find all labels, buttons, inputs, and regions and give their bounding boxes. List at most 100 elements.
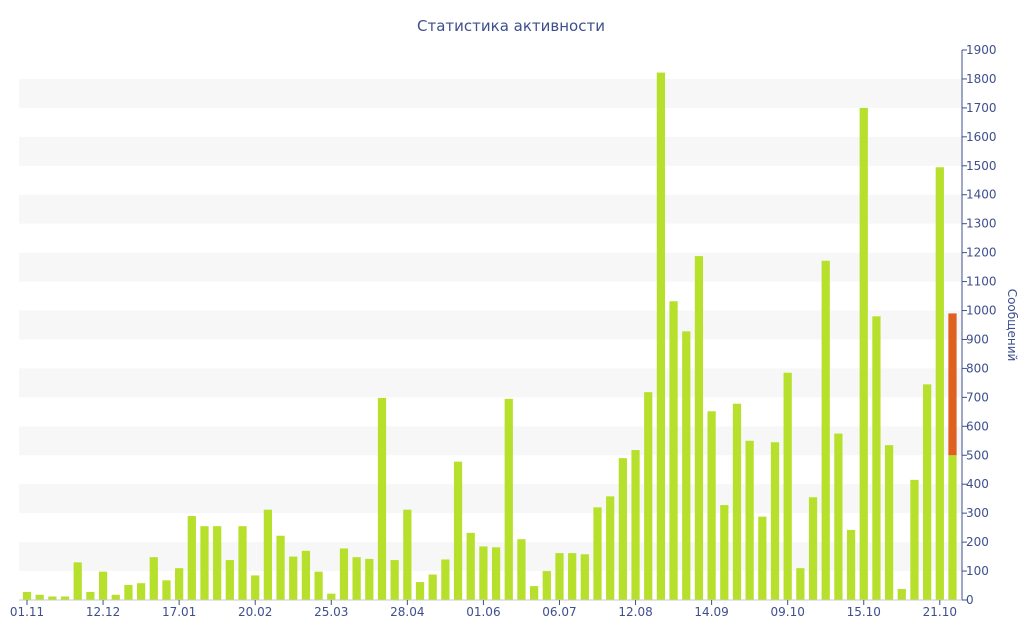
bar: [542, 571, 551, 600]
bar: [377, 397, 387, 600]
bar: [682, 331, 691, 600]
bar: [124, 584, 133, 600]
bar: [631, 450, 640, 600]
bar: [948, 455, 957, 600]
bar: [491, 547, 501, 600]
bar: [289, 556, 298, 600]
y-tick-label: 1500: [966, 159, 997, 173]
bar: [238, 526, 247, 600]
bar: [834, 433, 843, 600]
x-tick-label: 21.10: [923, 605, 957, 619]
grid-band: [19, 368, 962, 398]
y-tick-label: 100: [966, 564, 989, 578]
y-axis-ticks: 0 100 200 300 400 500 600 700 800 900 1000 1100 1200…: [962, 43, 997, 607]
bar: [314, 571, 323, 600]
y-tick-label: 700: [966, 390, 989, 404]
bar: [770, 442, 780, 600]
grid-band: [19, 78, 962, 108]
bar-series: [22, 72, 957, 600]
bar: [568, 553, 577, 600]
x-tick-label: 17.01: [162, 605, 196, 619]
y-tick-label: 1000: [966, 304, 997, 318]
bar: [111, 594, 120, 600]
bar: [162, 580, 171, 600]
y-tick-label: 500: [966, 448, 989, 462]
y-tick-label: 400: [966, 477, 989, 491]
bar: [504, 398, 513, 600]
x-tick-label: 12.12: [86, 605, 120, 619]
bar: [466, 532, 475, 600]
bar: [441, 559, 450, 600]
bar: [935, 167, 944, 600]
bar: [732, 403, 742, 600]
y-tick-label: 0: [966, 593, 974, 607]
bar: [910, 479, 919, 600]
bar: [339, 548, 349, 600]
y-axis-label: Сообщений: [1005, 289, 1019, 362]
y-tick-label: 1200: [966, 246, 997, 260]
bar: [136, 583, 146, 600]
y-tick-label: 900: [966, 332, 989, 346]
bar: [453, 461, 463, 600]
bar: [606, 496, 615, 600]
y-tick-label: 800: [966, 361, 989, 375]
y-tick-label: 1800: [966, 72, 997, 86]
bar: [796, 568, 805, 600]
grid-band: [19, 136, 962, 166]
bar: [669, 301, 678, 600]
bar: [48, 596, 57, 600]
bar: [263, 509, 273, 600]
x-tick-label: 01.06: [466, 605, 500, 619]
bar: [35, 594, 44, 600]
bar: [301, 550, 311, 600]
y-tick-label: 300: [966, 506, 989, 520]
bar: [580, 554, 589, 600]
bar: [352, 557, 361, 600]
bar: [555, 553, 564, 600]
bar: [783, 372, 792, 600]
y-tick-label: 200: [966, 535, 989, 549]
bar: [644, 392, 653, 600]
y-tick-label: 1100: [966, 275, 997, 289]
bar: [656, 72, 666, 600]
x-tick-label: 28.04: [390, 605, 424, 619]
x-tick-label: 12.08: [618, 605, 652, 619]
y-tick-label: 1900: [966, 43, 997, 57]
x-tick-label: 06.07: [542, 605, 576, 619]
bar: [872, 316, 881, 600]
bar: [187, 516, 196, 600]
y-tick-label: 1400: [966, 188, 997, 202]
grid-band: [19, 194, 962, 224]
bar: [529, 586, 539, 600]
bar: [390, 560, 399, 600]
bar: [98, 571, 108, 600]
x-tick-label: 15.10: [847, 605, 881, 619]
bar: [694, 256, 704, 600]
grid-band: [19, 542, 962, 572]
bar: [60, 596, 70, 600]
bar: [73, 562, 82, 600]
chart-title: Статистика активности: [417, 17, 605, 35]
bar: [593, 507, 602, 600]
bar: [707, 411, 716, 600]
bar: [897, 589, 906, 600]
bar: [859, 107, 868, 600]
grid-bands: [19, 78, 962, 572]
bar: [276, 535, 285, 600]
x-tick-label: 14.09: [694, 605, 728, 619]
x-tick-label: 09.10: [770, 605, 804, 619]
bar: [213, 526, 222, 600]
bar: [251, 575, 260, 600]
bar: [415, 582, 425, 600]
bar: [884, 445, 894, 600]
bar: [200, 526, 209, 600]
bar: [846, 529, 856, 600]
grid-band: [19, 252, 962, 282]
bar: [327, 593, 336, 600]
x-axis-ticks: 01.11 12.12 17.01 20.02 25.03 28.04 01.06 06.07…: [10, 600, 957, 619]
bar: [149, 557, 158, 600]
bar: [365, 558, 374, 600]
x-tick-label: 20.02: [238, 605, 272, 619]
bar: [479, 546, 488, 600]
y-tick-label: 600: [966, 419, 989, 433]
